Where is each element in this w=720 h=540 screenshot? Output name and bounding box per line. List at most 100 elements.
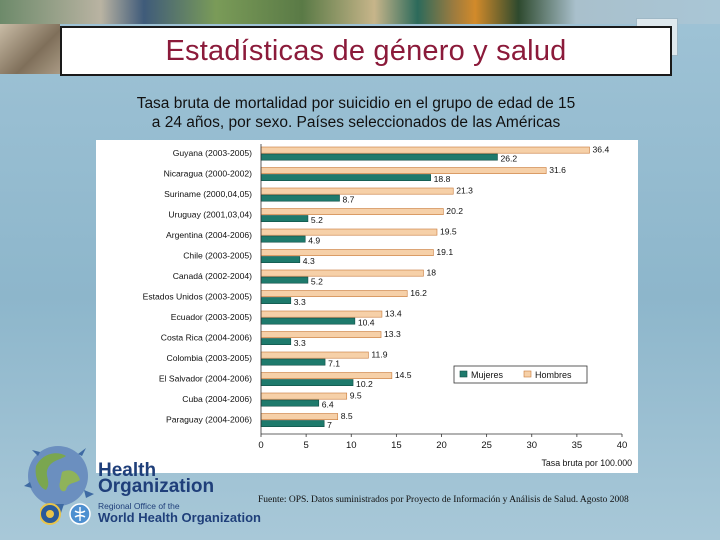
legend-label-mujeres: Mujeres: [471, 370, 504, 380]
data-label-hombres: 13.3: [384, 329, 401, 339]
bar-hombres: [260, 331, 382, 338]
data-label-hombres: 36.4: [593, 145, 610, 155]
data-label-hombres: 31.6: [549, 165, 566, 175]
bar-hombres: [260, 208, 444, 215]
subtitle-line-1: Tasa bruta de mortalidad por suicidio en…: [136, 95, 576, 112]
paho-small-text: Regional Office of the: [98, 501, 180, 511]
bar-hombres: [260, 249, 434, 256]
header-photo-strip: [0, 0, 720, 24]
data-label-hombres: 20.2: [446, 206, 463, 216]
bar-hombres: [260, 167, 547, 174]
data-label-mujeres: 3.3: [294, 338, 306, 348]
bar-mujeres: [260, 317, 356, 325]
bar-mujeres: [260, 297, 292, 304]
bar-hombres: [260, 351, 369, 359]
data-label-hombres: 21.3: [456, 186, 473, 196]
chart-subtitle: Tasa bruta de mortalidad por suicidio en…: [96, 94, 616, 132]
category-label: Argentina (2004-2006): [166, 230, 252, 240]
data-label-mujeres: 5.2: [311, 215, 323, 225]
data-label-mujeres: 4.9: [308, 236, 320, 246]
org-line-1: Health: [98, 462, 157, 476]
category-label: Canadá (2002-2004): [173, 271, 252, 281]
bar-mujeres: [260, 153, 498, 161]
legend-swatch-hombres: [523, 370, 532, 378]
data-label-hombres: 19.5: [440, 227, 457, 237]
category-label: Nicaragua (2000-2002): [164, 169, 253, 179]
bar-mujeres: [260, 235, 306, 243]
bar-mujeres: [260, 338, 292, 345]
bar-hombres: [260, 228, 438, 236]
data-label-mujeres: 3.3: [294, 297, 306, 307]
category-label: Guyana (2003-2005): [173, 148, 252, 158]
paho-big-text: World Health Organization: [98, 510, 261, 525]
x-tick-label: 40: [617, 440, 628, 451]
category-label: Estados Unidos (2003-2005): [143, 292, 253, 302]
header-portrait-photo: [0, 24, 60, 74]
bar-mujeres: [260, 174, 431, 181]
x-tick-label: 30: [526, 440, 537, 451]
page-title: Estadísticas de género y salud: [165, 34, 567, 67]
emblem-icons: [40, 503, 91, 525]
subtitle-line-2: a 24 años, por sexo. Países seleccionado…: [151, 114, 561, 131]
bar-hombres: [260, 413, 339, 420]
x-tick-label: 35: [572, 440, 583, 451]
category-label: Suriname (2000,04,05): [164, 189, 252, 199]
source-note: Fuente: OPS. Datos suministrados por Pro…: [258, 495, 629, 505]
data-label-mujeres: 4.3: [303, 256, 315, 266]
category-label: Cuba (2004-2006): [182, 394, 252, 404]
bar-mujeres: [260, 420, 325, 427]
category-label: El Salvador (2004-2006): [159, 374, 252, 384]
org-line-2: Organization: [98, 476, 215, 497]
x-tick-label: 5: [303, 440, 308, 451]
x-tick-label: 15: [391, 440, 402, 451]
category-label: Ecuador (2003-2005): [171, 312, 252, 322]
data-label-mujeres: 8.7: [343, 195, 355, 205]
category-label: Costa Rica (2004-2006): [161, 333, 252, 343]
bar-hombres: [260, 310, 383, 318]
org-name: Health Organization: [98, 462, 214, 498]
bar-chart: Guyana (2003-2005) 36.4 26.2 Nicaragua (200…: [143, 144, 633, 468]
data-label-mujeres: 10.4: [358, 318, 375, 328]
bar-mujeres: [260, 256, 301, 263]
bar-hombres: [260, 269, 424, 277]
category-label: Chile (2003-2005): [183, 251, 252, 261]
category-label: Uruguay (2001,03,04): [168, 210, 252, 220]
data-label-mujeres: 10.2: [356, 379, 373, 389]
data-label-hombres: 9.5: [350, 391, 362, 401]
data-label-hombres: 19.1: [436, 247, 453, 257]
chart-panel: Guyana (2003-2005) 36.4 26.2 Nicaragua (200…: [96, 140, 638, 473]
bar-mujeres: [260, 276, 309, 284]
bar-hombres: [260, 187, 454, 195]
data-label-hombres: 13.4: [385, 309, 402, 319]
bar-mujeres: [260, 194, 340, 202]
data-label-mujeres: 5.2: [311, 277, 323, 287]
bar-hombres: [260, 372, 393, 379]
x-tick-label: 10: [346, 440, 357, 451]
x-tick-label: 20: [436, 440, 447, 451]
bar-mujeres: [260, 215, 309, 222]
data-label-hombres: 8.5: [341, 411, 353, 421]
bar-hombres: [260, 146, 590, 154]
legend-label-hombres: Hombres: [535, 370, 572, 380]
x-tick-label: 0: [258, 440, 263, 451]
legend-swatch-mujeres: [459, 370, 468, 378]
bar-mujeres: [260, 358, 326, 366]
data-label-mujeres: 6.4: [322, 400, 334, 410]
x-axis-title: Tasa bruta por 100.000: [542, 458, 633, 468]
data-label-mujeres: 18.8: [434, 174, 451, 184]
bar-mujeres: [260, 399, 320, 407]
x-tick-label: 25: [481, 440, 492, 451]
title-box: Estadísticas de género y salud: [60, 26, 672, 76]
data-label-hombres: 14.5: [395, 370, 412, 380]
data-label-hombres: 11.9: [371, 350, 387, 360]
data-label-mujeres: 7.1: [328, 359, 340, 369]
data-label-mujeres: 26.2: [500, 154, 517, 164]
category-label: Colombia (2003-2005): [166, 353, 252, 363]
data-label-hombres: 16.2: [410, 288, 427, 298]
legend-box: [453, 365, 588, 384]
bar-hombres: [260, 392, 348, 400]
bar-hombres: [260, 290, 408, 297]
data-label-mujeres: 7: [327, 420, 332, 430]
paho-name: Regional Office of the World Health Orga…: [98, 501, 261, 525]
category-label: Paraguay (2004-2006): [166, 415, 252, 425]
